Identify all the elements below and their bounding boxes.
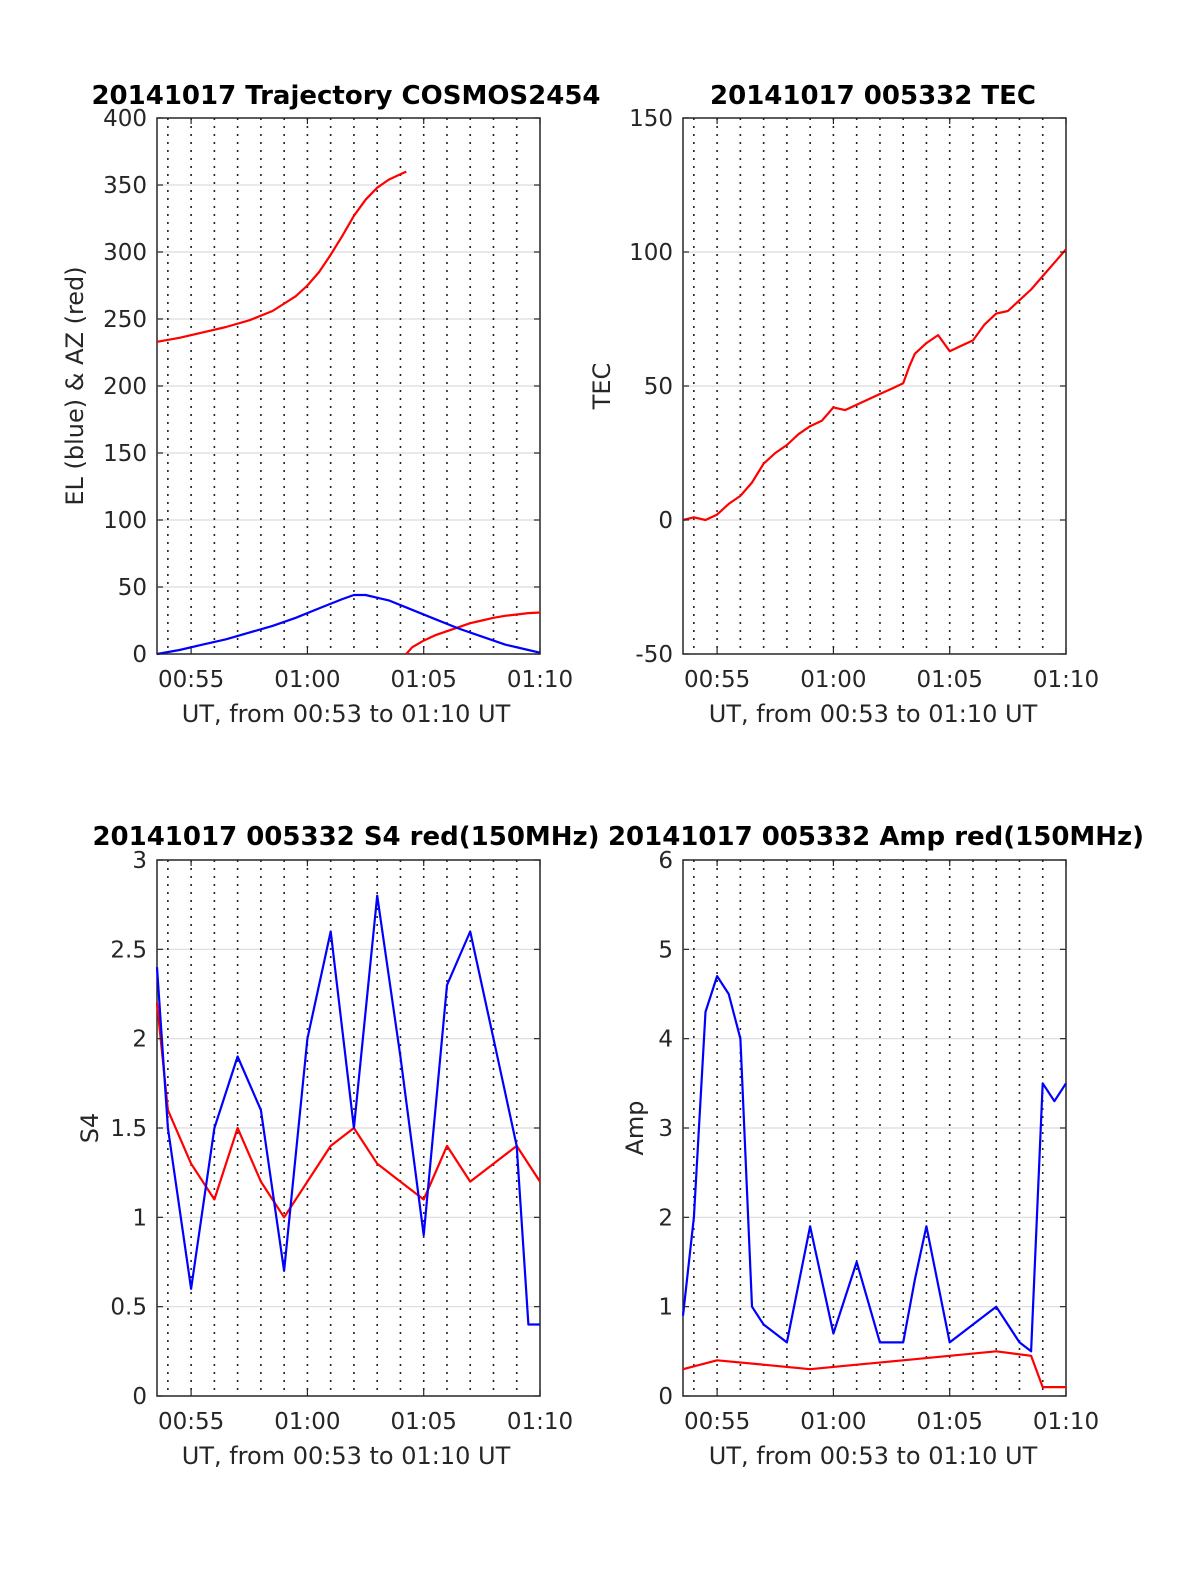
trajectory-series-1-line [405, 611, 541, 655]
amp-x-tick-label: 01:05 [917, 1409, 983, 1435]
s4-y-tick-label: 3 [132, 848, 147, 874]
amp-series-1-line [681, 974, 1067, 1353]
s4-series-0-line [155, 1002, 541, 1219]
amp-x-tick-label: 01:00 [800, 1409, 866, 1435]
amp-y-tick-label: 4 [658, 1027, 673, 1053]
tec-y-tick-label: 150 [629, 106, 673, 132]
amp-x-tick-label: 01:10 [1033, 1409, 1099, 1435]
amp-x-axis-label: UT, from 00:53 to 01:10 UT [709, 1442, 1038, 1470]
trajectory-series-2-line [156, 593, 541, 656]
trajectory-y-tick-label: 50 [118, 575, 147, 601]
trajectory-y-tick-label: 350 [103, 173, 147, 199]
amp-series-0-line [682, 1350, 1066, 1389]
s4-y-axis-label: S4 [76, 1113, 104, 1144]
s4-x-tick-label: 00:55 [158, 1409, 224, 1435]
trajectory-y-tick-label: 250 [103, 307, 147, 333]
trajectory-y-tick-label: 150 [103, 441, 147, 467]
tec-y-tick-label: 50 [644, 374, 673, 400]
trajectory-x-tick-label: 01:05 [391, 667, 457, 693]
trajectory-series-0-line [156, 170, 407, 343]
trajectory-x-tick-label: 01:10 [507, 667, 573, 693]
s4-y-tick-label: 0.5 [110, 1295, 147, 1321]
panel-amp: 20141017 005332 Amp red(150MHz) 01234560… [608, 822, 1144, 1470]
trajectory-grid [157, 118, 540, 654]
tec-y-axis-label: TEC [588, 363, 616, 411]
amp-y-tick-label: 3 [658, 1116, 673, 1142]
s4-y-tick-label: 2.5 [110, 937, 147, 963]
trajectory-y-tick-label: 300 [103, 240, 147, 266]
s4-y-tick-label: 1.5 [110, 1116, 147, 1142]
tec-y-tick-label: 100 [629, 240, 673, 266]
trajectory-x-tick-label: 00:55 [158, 667, 224, 693]
trajectory-title: 20141017 Trajectory COSMOS2454 [91, 81, 600, 111]
amp-title: 20141017 005332 Amp red(150MHz) [608, 822, 1144, 852]
amp-y-tick-label: 5 [658, 937, 673, 963]
trajectory-y-tick-label: 100 [103, 508, 147, 534]
trajectory-y-tick-label: 0 [132, 642, 147, 668]
trajectory-axes: 0 50 100 150 200 250 300 350 400 00:55 01:00 01:05 0… [103, 106, 573, 693]
s4-x-tick-label: 01:10 [507, 1409, 573, 1435]
s4-series-1-line [155, 894, 540, 1326]
trajectory-x-axis-label: UT, from 00:53 to 01:10 UT [182, 700, 511, 728]
tec-x-tick-label: 01:00 [800, 667, 866, 693]
amp-series [681, 974, 1067, 1389]
trajectory-y-axis-label: EL (blue) & AZ (red) [61, 266, 89, 505]
trajectory-x-tick-label: 01:00 [274, 667, 340, 693]
amp-y-tick-label: 1 [658, 1295, 673, 1321]
tec-grid [683, 118, 1066, 654]
tec-series [682, 248, 1067, 522]
amp-x-tick-label: 00:55 [684, 1409, 750, 1435]
s4-y-tick-label: 1 [132, 1205, 147, 1231]
s4-title: 20141017 005332 S4 red(150MHz) [92, 822, 599, 852]
tec-x-tick-label: 01:10 [1033, 667, 1099, 693]
amp-y-axis-label: Amp [621, 1100, 649, 1155]
trajectory-y-tick-label: 400 [103, 106, 147, 132]
tec-y-tick-label: -50 [635, 642, 673, 668]
tec-x-axis-label: UT, from 00:53 to 01:10 UT [709, 700, 1038, 728]
panel-trajectory: 20141017 Trajectory COSMOS2454 0 50 100 150… [61, 81, 601, 728]
tec-y-tick-label: 0 [658, 508, 673, 534]
s4-grid [157, 860, 540, 1396]
s4-x-tick-label: 01:00 [274, 1409, 340, 1435]
tec-series-0-line [682, 248, 1067, 522]
trajectory-y-tick-label: 200 [103, 374, 147, 400]
tec-x-tick-label: 01:05 [917, 667, 983, 693]
tec-x-tick-label: 00:55 [684, 667, 750, 693]
amp-y-tick-label: 6 [658, 848, 673, 874]
s4-y-tick-label: 0 [132, 1384, 147, 1410]
s4-y-tick-label: 2 [132, 1027, 147, 1053]
s4-axes: 0 0.5 1 1.5 2 2.5 3 00:55 01:00 01:05 01:10 [110, 848, 573, 1435]
s4-series [155, 894, 541, 1326]
trajectory-series [156, 170, 541, 656]
panel-s4: 20141017 005332 S4 red(150MHz) 0 0.5 1 1.5 2… [76, 822, 600, 1470]
amp-y-tick-label: 0 [658, 1384, 673, 1410]
amp-axes: 0 1 2 3 4 5 6 00:55 01:00 01:05 01:10 [658, 848, 1099, 1435]
panel-tec: 20141017 005332 TEC -50 0 50 100 150 00:55 01:… [588, 81, 1099, 728]
tec-axes: -50 0 50 100 150 00:55 01:00 01:05 01:10 [629, 106, 1099, 693]
s4-x-axis-label: UT, from 00:53 to 01:10 UT [182, 1442, 511, 1470]
s4-x-tick-label: 01:05 [391, 1409, 457, 1435]
tec-title: 20141017 005332 TEC [710, 81, 1036, 111]
amp-y-tick-label: 2 [658, 1205, 673, 1231]
amp-grid [683, 860, 1066, 1396]
